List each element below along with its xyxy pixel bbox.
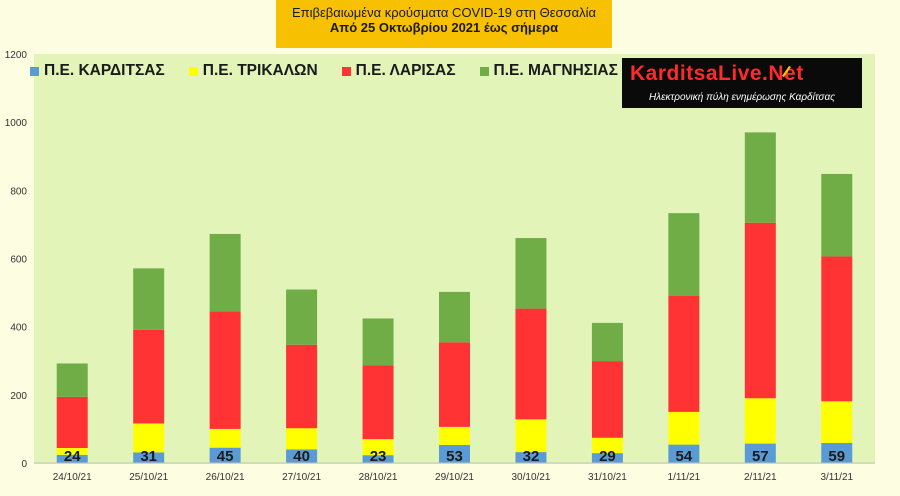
x-tick-label: 31/10/21 <box>588 472 627 483</box>
bar-segment <box>821 256 853 402</box>
legend-item-karditsa: Π.Ε. ΚΑΡΔΙΤΣΑΣ <box>30 62 165 80</box>
bar-segment <box>821 401 853 443</box>
x-tick-label: 27/10/21 <box>282 472 321 483</box>
pen-icon <box>782 66 791 77</box>
bar-segment <box>439 444 470 463</box>
bar-segment <box>744 132 776 223</box>
legend-label-larisa: Π.Ε. ΛΑΡΙΣΑΣ <box>355 62 456 79</box>
data-label: 57 <box>752 448 769 465</box>
bar-segment <box>286 344 318 429</box>
bar-segment <box>515 419 547 453</box>
bar-segment <box>56 448 88 455</box>
data-label: 45 <box>217 448 234 465</box>
chart-title: Επιβεβαιωμένα κρούσματα COVID-19 στη Θεσ… <box>291 5 597 20</box>
x-tick-label: 1/11/21 <box>668 472 701 483</box>
bar-segment <box>591 322 623 362</box>
data-labels: 24 31 45 40 23 53 32 29 54 57 59 <box>64 448 845 465</box>
x-tick-label: 3/11/21 <box>820 472 853 483</box>
bar-segment <box>209 428 241 448</box>
data-label: 23 <box>370 448 387 465</box>
bar-segment <box>515 308 547 420</box>
bar-segment <box>668 213 700 296</box>
legend-swatch-trikala <box>188 66 198 76</box>
bar-segment <box>362 439 394 456</box>
bar-segment <box>133 423 165 453</box>
legend-swatch-magnisia <box>479 66 489 76</box>
bar-segment <box>286 428 318 450</box>
bar-segment <box>821 173 853 257</box>
bar-segment <box>209 233 241 312</box>
x-tick-label: 29/10/21 <box>435 472 474 483</box>
data-label: 40 <box>293 448 310 465</box>
x-tick-label: 26/10/21 <box>206 472 245 483</box>
data-label: 59 <box>828 448 845 465</box>
bar-segment <box>439 291 470 343</box>
bar-segment <box>209 447 241 463</box>
legend-swatch-karditsa <box>30 66 39 76</box>
data-label: 32 <box>523 448 540 465</box>
data-label: 31 <box>140 448 157 465</box>
bar-segment <box>133 329 165 424</box>
y-tick-label: 800 <box>10 186 27 197</box>
logo: KarditsaLive.Net Ηλεκτρονική πύλη ενημέρ… <box>622 58 862 108</box>
legend-swatch-larisa <box>341 66 351 76</box>
bar-segment <box>286 449 318 463</box>
legend-label-trikala: Π.Ε. ΤΡΙΚΑΛΩΝ <box>202 62 318 79</box>
bar-segment <box>515 238 547 309</box>
data-label: 29 <box>599 448 616 465</box>
bar-segment <box>362 365 394 440</box>
bar-segment <box>56 363 88 397</box>
logo-tagline: Ηλεκτρονική πύλη ενημέρωσης Καρδίτσας <box>648 92 836 103</box>
legend-item-larisa: Π.Ε. ΛΑΡΙΣΑΣ <box>341 62 456 80</box>
x-tick-label: 25/10/21 <box>129 472 168 483</box>
bar-segment <box>133 452 165 463</box>
bar-segment <box>744 398 776 444</box>
y-tick-label: 200 <box>10 391 27 402</box>
y-axis: 0 200 400 600 800 1000 1200 <box>5 50 28 470</box>
bar-segment <box>744 222 776 399</box>
bar-segment <box>209 311 241 429</box>
bar-segment <box>668 295 700 412</box>
bar-segment <box>668 411 700 445</box>
bar-segment <box>515 452 547 463</box>
chart-subtitle: Από 25 Οκτωβρίου 2021 έως σήμερα <box>329 20 559 35</box>
legend: Π.Ε. ΚΑΡΔΙΤΣΑΣ Π.Ε. ΤΡΙΚΑΛΩΝ Π.Ε. ΛΑΡΙΣΑ… <box>30 62 642 80</box>
bar-segment <box>439 342 470 427</box>
bar-segment <box>821 442 853 463</box>
bar-segment <box>668 444 700 463</box>
bar-segment <box>56 454 88 463</box>
y-tick-label: 1200 <box>5 50 28 61</box>
x-tick-label: 24/10/21 <box>53 472 92 483</box>
bar-segment <box>591 453 623 463</box>
bar-segment <box>362 318 394 366</box>
x-tick-label: 30/10/21 <box>511 472 550 483</box>
x-tick-label: 2/11/21 <box>744 472 777 483</box>
y-tick-label: 0 <box>21 459 27 470</box>
legend-item-trikala: Π.Ε. ΤΡΙΚΑΛΩΝ <box>188 62 318 80</box>
bar-segment <box>744 443 776 463</box>
bar-segment <box>439 426 470 445</box>
legend-label-karditsa: Π.Ε. ΚΑΡΔΙΤΣΑΣ <box>44 62 165 79</box>
data-label: 53 <box>446 448 463 465</box>
data-label: 54 <box>676 448 693 465</box>
y-tick-label: 1000 <box>5 118 28 129</box>
bar-segment <box>362 455 394 463</box>
bar-segment <box>591 361 623 438</box>
bar-segment <box>591 437 623 454</box>
logo-name: KarditsaLive.Net <box>630 62 804 85</box>
y-tick-label: 400 <box>10 323 27 334</box>
bar-segment <box>286 289 318 345</box>
y-tick-label: 600 <box>10 255 27 266</box>
data-label: 24 <box>64 448 81 465</box>
bar-segment <box>133 268 165 330</box>
bars <box>56 132 853 463</box>
x-axis: 24/10/21 25/10/21 26/10/21 27/10/21 28/10/21… <box>34 462 875 483</box>
legend-label-magnisia: Π.Ε. ΜΑΓΝΗΣΙΑΣ <box>493 62 618 79</box>
chart-title-box: Επιβεβαιωμένα κρούσματα COVID-19 στη Θεσ… <box>276 0 612 48</box>
bar-segment <box>56 396 88 449</box>
legend-item-magnisia: Π.Ε. ΜΑΓΝΗΣΙΑΣ <box>479 62 618 80</box>
x-tick-label: 28/10/21 <box>359 472 398 483</box>
